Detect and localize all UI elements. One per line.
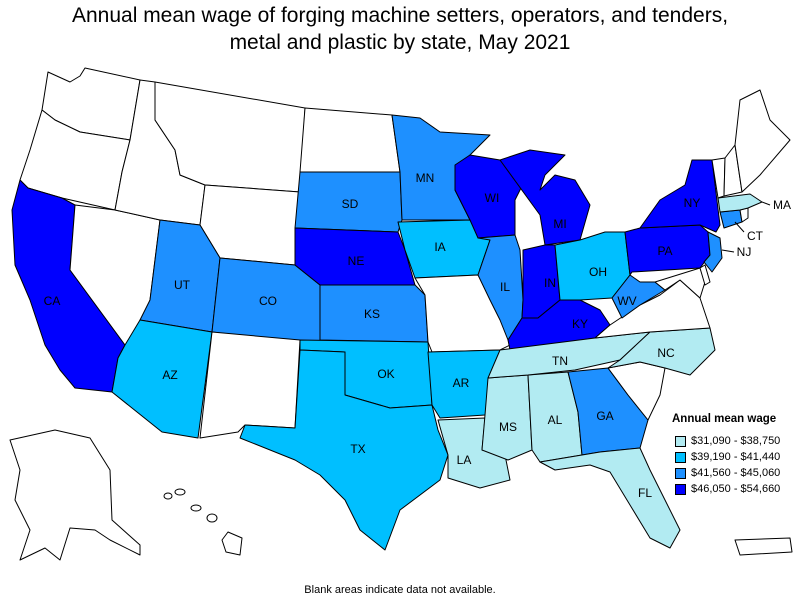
label-CT: CT [747,229,764,243]
label-AL: AL [548,413,563,427]
legend-item: $41,560 - $45,060 [675,465,780,481]
label-MI: MI [553,217,566,231]
state-ND[interactable] [299,107,401,173]
state-AK[interactable] [9,429,141,561]
leader-nj [721,249,735,253]
label-MN: MN [416,171,435,185]
leader-ct [734,221,745,233]
label-CO: CO [259,294,277,308]
label-AR: AR [453,376,470,390]
legend-label-0: $31,090 - $38,750 [691,435,781,447]
label-OH: OH [589,265,607,279]
state-NY[interactable] [639,159,721,233]
map-title-line-1: Annual mean wage of forging machine sett… [71,4,729,27]
legend-item: $31,090 - $38,750 [675,433,780,449]
legend-swatch-0 [675,435,686,447]
label-UT: UT [174,278,191,292]
legend-swatch-2 [675,467,686,479]
label-KY: KY [572,317,588,331]
state-NM[interactable] [199,331,301,439]
label-WI: WI [485,191,500,205]
label-TN: TN [552,354,568,368]
label-IL: IL [500,280,510,294]
state-NJ[interactable] [703,231,723,273]
legend-title: Annual mean wage [672,413,777,425]
state-TX[interactable] [239,349,449,551]
label-AZ: AZ [162,368,177,382]
leader-ma [761,201,771,206]
legend-label-3: $46,050 - $54,660 [691,483,781,495]
state-PR[interactable] [734,537,793,556]
label-FL: FL [638,486,652,500]
label-PA: PA [657,244,672,258]
label-NC: NC [657,346,675,360]
state-HI[interactable] [163,488,243,556]
state-DE[interactable] [699,264,711,286]
label-IN: IN [544,276,556,290]
map-title-line-2: metal and plastic by state, May 2021 [229,31,571,54]
legend-item: $39,190 - $41,440 [675,449,780,465]
footnote: Blank areas indicate data not available. [304,584,496,596]
state-MS[interactable] [481,374,533,461]
legend-swatch-1 [675,451,686,463]
label-LA: LA [457,453,472,467]
label-GA: GA [596,409,613,423]
state-CT[interactable] [719,209,743,229]
label-TX: TX [350,442,365,456]
label-NJ: NJ [737,245,752,259]
state-MI[interactable] [499,149,591,246]
label-MS: MS [499,420,517,434]
label-NY: NY [684,196,701,210]
label-NE: NE [348,254,365,268]
label-WV: WV [617,294,636,308]
label-SD: SD [342,197,359,211]
legend-label-1: $39,190 - $41,440 [691,451,781,463]
label-MA: MA [773,198,791,212]
state-ME[interactable] [734,89,791,193]
map-title: Annual mean wage of forging machine sett… [0,2,800,56]
legend: Annual mean wage $31,090 - $38,750 $39,1… [672,413,780,497]
legend-item: $46,050 - $54,660 [675,481,780,497]
label-IA: IA [434,240,445,254]
state-MA[interactable] [717,193,763,213]
label-KS: KS [364,307,380,321]
label-CA: CA [44,294,61,308]
label-OK: OK [377,367,394,381]
state-WI[interactable] [454,154,526,239]
state-FL[interactable] [539,447,681,549]
legend-swatch-3 [675,483,686,495]
legend-label-2: $41,560 - $45,060 [691,467,781,479]
